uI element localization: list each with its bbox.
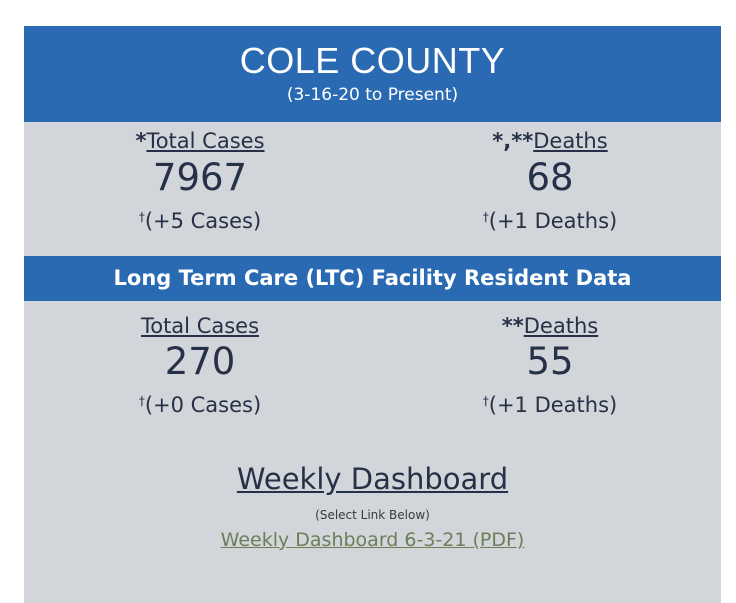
ltc-deaths-value: 55 <box>526 340 574 383</box>
ltc-cases-change-text: (+0 Cases) <box>144 393 262 417</box>
ltc-deaths-label: Deaths <box>523 314 599 338</box>
weekly-dashboard-section: Weekly Dashboard (Select Link Below) Wee… <box>24 461 721 552</box>
county-stats: *Total Cases 7967 †(+5 Cases) *,**Deaths… <box>24 122 721 256</box>
deaths-heading: *,**Deaths <box>376 128 724 154</box>
county-title: COLE COUNTY <box>239 40 506 81</box>
total-cases-change: †(+5 Cases) <box>26 203 374 235</box>
ltc-cases-change: †(+0 Cases) <box>26 387 374 419</box>
deaths-change-text: (+1 Deaths) <box>488 209 618 233</box>
deaths-change: †(+1 Deaths) <box>376 203 724 235</box>
ltc-deaths-heading: **Deaths <box>376 313 724 339</box>
county-total-cases: *Total Cases 7967 †(+5 Cases) <box>26 122 374 235</box>
total-cases-heading: *Total Cases <box>26 128 374 154</box>
dagger-mark: † <box>138 394 145 408</box>
ltc-stats: Total Cases 270 †(+0 Cases) **Deaths 55 … <box>24 301 721 461</box>
ltc-band-title: Long Term Care (LTC) Facility Resident D… <box>24 256 721 301</box>
ltc-cases-heading: Total Cases <box>26 313 374 339</box>
date-range-subtitle: (3-16-20 to Present) <box>286 85 459 105</box>
total-cases-label: Total Cases <box>146 129 265 153</box>
total-cases-value: 7967 <box>152 156 248 199</box>
weekly-dashboard-pdf-link[interactable]: Weekly Dashboard 6-3-21 (PDF) <box>220 529 525 551</box>
ltc-deaths-change: †(+1 Deaths) <box>376 387 724 419</box>
county-data-panel: COLE COUNTY (3-16-20 to Present) *Total … <box>24 26 721 603</box>
ltc-cases-label: Total Cases <box>140 314 260 338</box>
ltc-deaths-change-text: (+1 Deaths) <box>488 393 618 417</box>
dagger-mark: † <box>138 210 145 224</box>
dagger-mark: † <box>482 394 489 408</box>
dagger-mark: † <box>482 210 489 224</box>
ltc-total-cases: Total Cases 270 †(+0 Cases) <box>26 301 374 419</box>
select-link-note: (Select Link Below) <box>315 508 430 522</box>
ltc-cases-value: 270 <box>164 340 236 383</box>
deaths-value: 68 <box>526 156 574 199</box>
total-cases-change-text: (+5 Cases) <box>144 209 262 233</box>
deaths-label: Deaths <box>533 129 608 153</box>
county-deaths: *,**Deaths 68 †(+1 Deaths) <box>376 122 724 235</box>
weekly-dashboard-title: Weekly Dashboard <box>236 462 509 496</box>
footnote-mark: *,** <box>492 129 534 153</box>
ltc-deaths: **Deaths 55 †(+1 Deaths) <box>376 301 724 419</box>
county-header: COLE COUNTY (3-16-20 to Present) <box>24 26 721 122</box>
footnote-mark: * <box>135 129 147 153</box>
footnote-mark: ** <box>501 314 524 338</box>
